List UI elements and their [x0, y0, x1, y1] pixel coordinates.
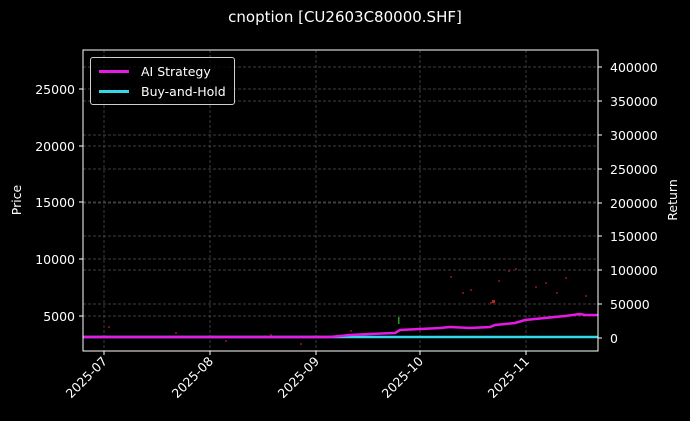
x-tick: 2025-10	[379, 353, 427, 401]
legend-item-buy-and-hold: Buy-and-Hold	[99, 83, 226, 99]
buy-and-hold-swatch-icon	[99, 89, 129, 93]
y-left-tick: 25000	[35, 82, 75, 97]
green-mark	[398, 317, 400, 324]
y-left-label: Price	[9, 184, 24, 215]
price-marks	[108, 268, 587, 345]
ai-strategy-line	[83, 312, 598, 339]
y-right-tick: 400000	[610, 60, 658, 75]
x-tick: 2025-07	[63, 354, 111, 402]
x-tick: 2025-11	[485, 354, 533, 402]
ai-strategy-swatch-icon	[99, 69, 129, 73]
y-right-tick: 200000	[610, 196, 658, 211]
legend: AI Strategy Buy-and-Hold	[90, 57, 235, 105]
y-right-label: Return	[665, 179, 680, 220]
y-right-tick: 350000	[610, 94, 658, 109]
legend-item-ai-strategy: AI Strategy	[99, 63, 211, 79]
y-left-tick: 20000	[35, 139, 75, 154]
x-tick: 2025-09	[275, 353, 323, 401]
y-right-tick: 100000	[610, 263, 658, 278]
x-axis	[103, 351, 527, 355]
y-right-tick: 150000	[610, 229, 658, 244]
y-right-tick: 50000	[610, 297, 650, 312]
chart-title: cnoption [CU2603C80000.SHF]	[228, 8, 462, 26]
right-axis	[598, 66, 602, 339]
legend-label: Buy-and-Hold	[141, 83, 226, 99]
y-right-tick: 0	[610, 331, 618, 346]
y-left-tick: 10000	[35, 252, 75, 267]
y-left-tick: 5000	[43, 309, 75, 324]
y-right-tick: 250000	[610, 162, 658, 177]
y-right-tick: 300000	[610, 128, 658, 143]
y-left-tick: 15000	[35, 195, 75, 210]
axes-frame	[82, 49, 599, 352]
x-tick: 2025-08	[169, 353, 217, 401]
legend-label: AI Strategy	[141, 63, 211, 79]
left-axis	[79, 88, 83, 317]
